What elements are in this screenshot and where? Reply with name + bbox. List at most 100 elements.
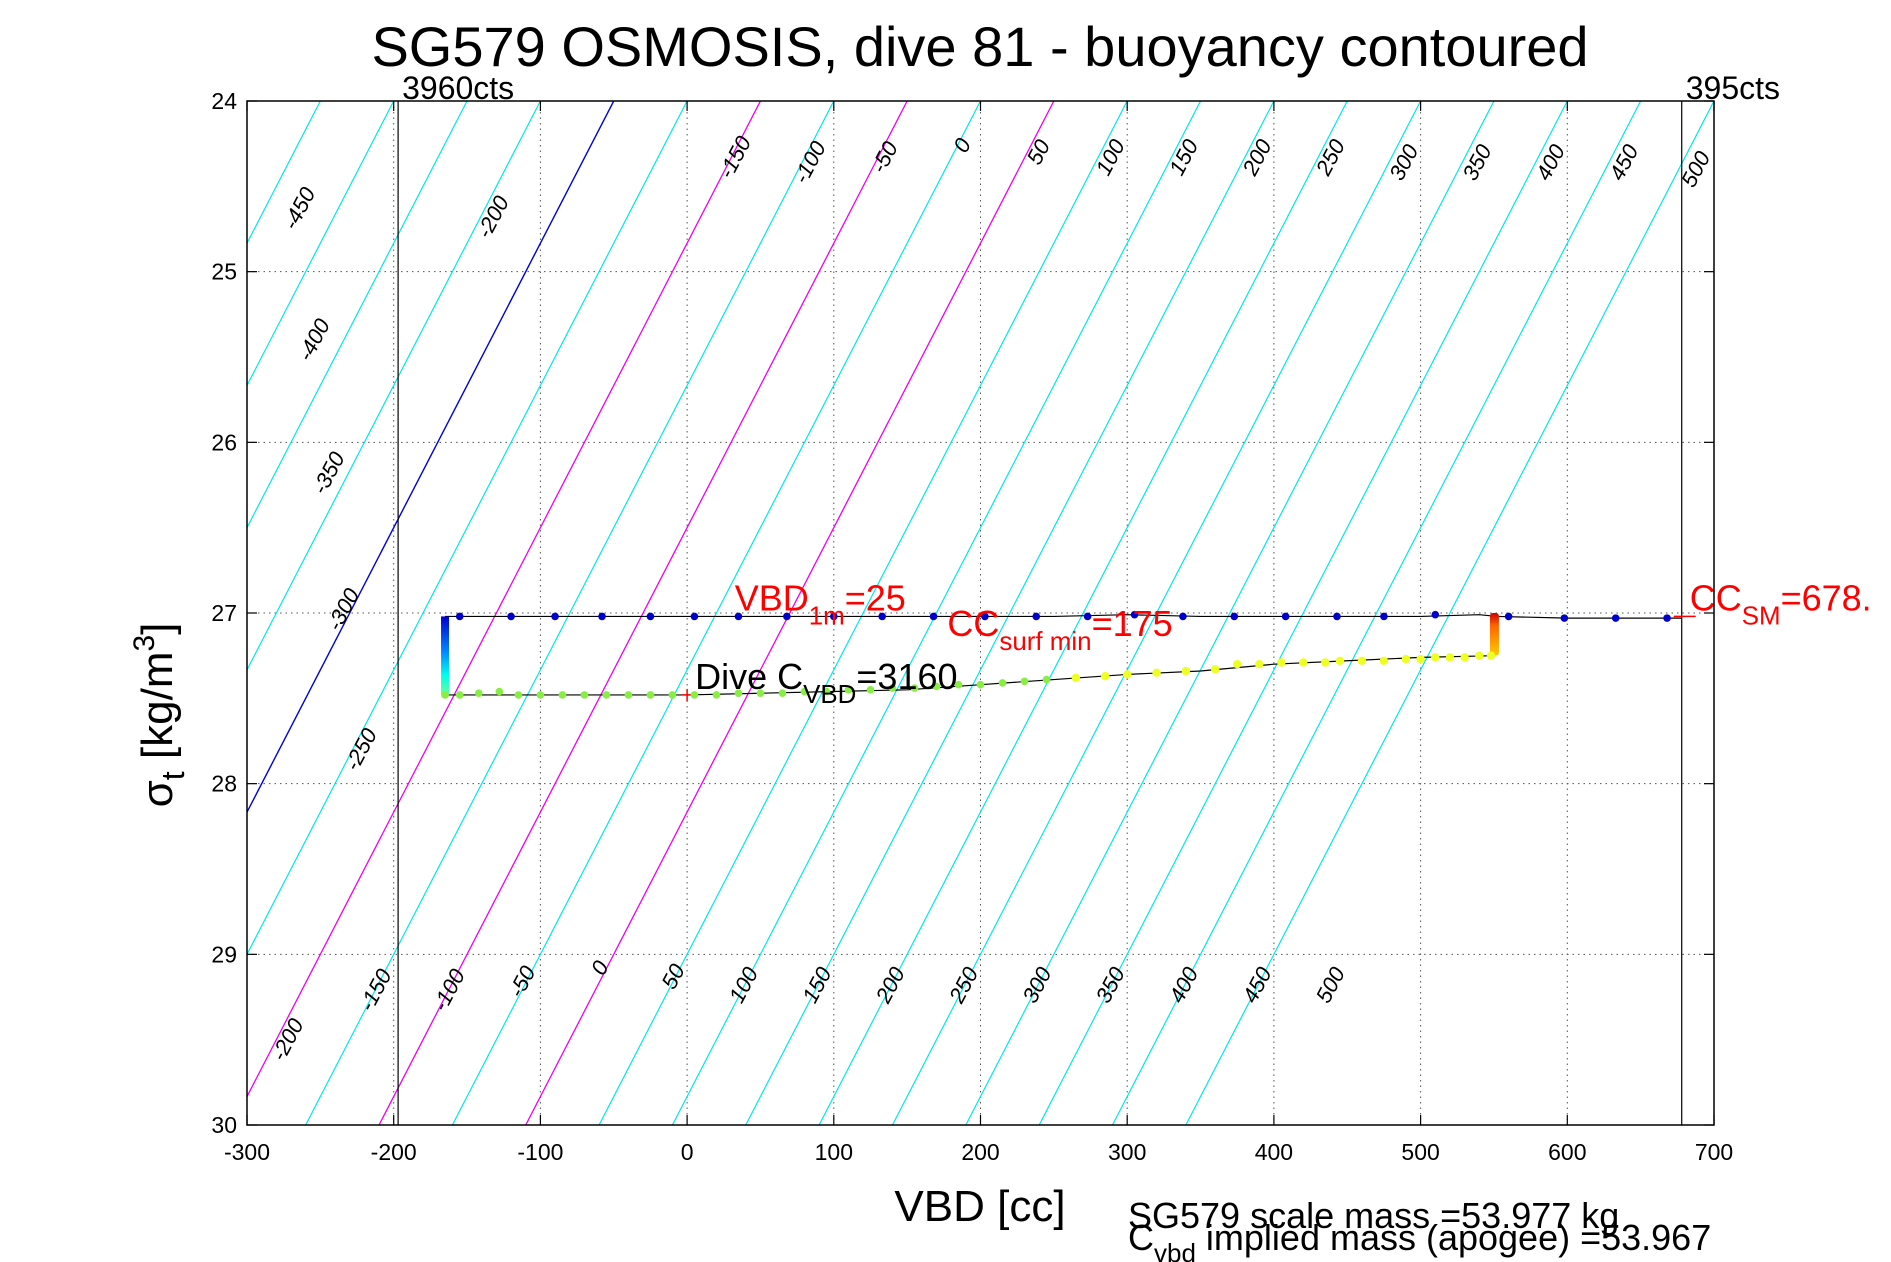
x-tick-label: 0: [681, 1139, 694, 1165]
ascent-point: [712, 691, 721, 699]
ascent-point: [1071, 673, 1081, 683]
contour-line: [525, 101, 1055, 1125]
contour-line: [0, 101, 27, 1125]
descent-point: [1230, 612, 1239, 621]
descent-point: [1281, 612, 1290, 621]
contour-label: 50: [1022, 135, 1056, 169]
descent-point: [929, 612, 938, 621]
x-tick-label: 300: [1108, 1139, 1146, 1165]
dive-cvbd-annotation: Dive CVBD=3160: [695, 656, 957, 709]
ascent-point: [844, 686, 853, 694]
contour-label: -150: [354, 964, 397, 1015]
contour-label: -100: [427, 964, 470, 1015]
ascent-point: [474, 689, 483, 698]
cc-sm-annotation-main: CC: [1690, 577, 1742, 618]
footer-scale-mass: SG579 scale mass =53.977 kg: [1128, 1195, 1619, 1236]
ascent-point: [976, 680, 985, 689]
y-label-close: ]: [133, 623, 182, 635]
contour-label: 400: [1531, 140, 1571, 185]
descent-point: [1333, 612, 1341, 621]
y-label-unit: [kg/m: [133, 652, 182, 772]
contour-label: 500: [1311, 962, 1351, 1007]
y-tick-label: 25: [211, 259, 237, 285]
contour-line: [247, 101, 688, 956]
count-limit-lines: 3960cts 395cts: [397, 70, 1780, 1125]
cc-sm-annotation-value: =678.: [1781, 577, 1872, 618]
ascent-point: [1211, 665, 1220, 674]
contour-label: 300: [1017, 962, 1057, 1007]
vbd-1m-annotation: VBD1m=25: [735, 577, 906, 630]
contour-label: 200: [870, 962, 910, 1008]
contour-label: -150: [713, 131, 756, 182]
descent-point: [783, 612, 791, 621]
contour-label: 200: [1237, 134, 1277, 180]
contour-label: -50: [504, 961, 541, 1001]
dive-points: [441, 610, 1671, 699]
ascent-point: [932, 682, 941, 691]
axis-ticks: -300 -200 -100 0 100 200 300 400 500 600 700242526…: [211, 88, 1733, 1165]
ascent-point: [1416, 654, 1425, 664]
contour-label: 350: [1457, 140, 1497, 185]
ascent-point: [1460, 653, 1469, 662]
contour-line: [451, 101, 982, 1125]
ascent-point: [866, 686, 875, 694]
ascent-point: [602, 691, 611, 699]
ascent-point: [1299, 658, 1308, 667]
contour-line: [247, 101, 541, 672]
contour-line: [745, 101, 1275, 1125]
descent-point: [598, 612, 606, 621]
contour-line: [818, 101, 1348, 1125]
cc-surf-min-annotation-main: CC: [947, 603, 999, 644]
contour-label: -250: [339, 723, 382, 774]
descent-point: [1663, 614, 1671, 622]
contour-label: -450: [278, 182, 321, 233]
ascent-point: [1321, 658, 1330, 667]
ascent-point: [910, 684, 919, 692]
ascent-point: [1401, 654, 1411, 664]
vbd-max-count-label: 3960cts: [402, 70, 514, 106]
descent-point: [551, 612, 559, 621]
ascent-point: [1181, 666, 1191, 676]
vbd-1m-annotation-value: =25: [845, 577, 906, 618]
ascent-point: [668, 691, 677, 699]
ascent-point: [1357, 656, 1367, 665]
grid-lines: [247, 101, 1714, 1125]
x-tick-label: -100: [517, 1139, 563, 1165]
y-tick-label: 24: [211, 88, 237, 114]
ascent-point: [1255, 660, 1264, 669]
y-label-sup: 3: [128, 635, 161, 652]
ascent-point: [734, 689, 743, 698]
ascent-point: [1277, 658, 1286, 667]
chart-title: SG579 OSMOSIS, dive 81 - buoyancy contou…: [371, 15, 1588, 78]
contour-line: [1185, 101, 1714, 1125]
ascent-point: [580, 691, 589, 699]
y-tick-label: 28: [211, 771, 237, 797]
x-tick-label: -200: [371, 1139, 417, 1165]
ascent-point: [536, 691, 545, 699]
ascent-point: [558, 691, 567, 699]
contour-label: 400: [1164, 962, 1204, 1007]
dive-cvbd-annotation-sub: VBD: [803, 681, 856, 709]
ascent-point: [441, 691, 449, 699]
x-tick-label: 100: [815, 1139, 853, 1165]
contour-line: [247, 101, 321, 245]
contour-label: 50: [656, 959, 690, 993]
ascent-point: [822, 687, 831, 696]
contour-label: 250: [943, 962, 983, 1008]
contour-label: -200: [266, 1014, 309, 1065]
descent-point: [507, 612, 515, 621]
contour-line: [247, 101, 762, 1098]
y-label-sigma: σ: [133, 780, 182, 807]
ascent-point: [1335, 656, 1345, 665]
ascent-point: [1042, 675, 1051, 684]
ascent-line: [445, 655, 1494, 696]
y-tick-label: 29: [211, 941, 237, 967]
ascent-point: [1486, 651, 1496, 660]
dive-cvbd-annotation-main: Dive C: [695, 656, 803, 697]
contour-line: [965, 101, 1495, 1125]
contour-label: -300: [322, 584, 365, 635]
ascent-point: [756, 689, 765, 698]
contour-label: 0: [586, 956, 614, 979]
ascent-point: [1123, 670, 1132, 679]
descent-point: [1083, 612, 1092, 621]
